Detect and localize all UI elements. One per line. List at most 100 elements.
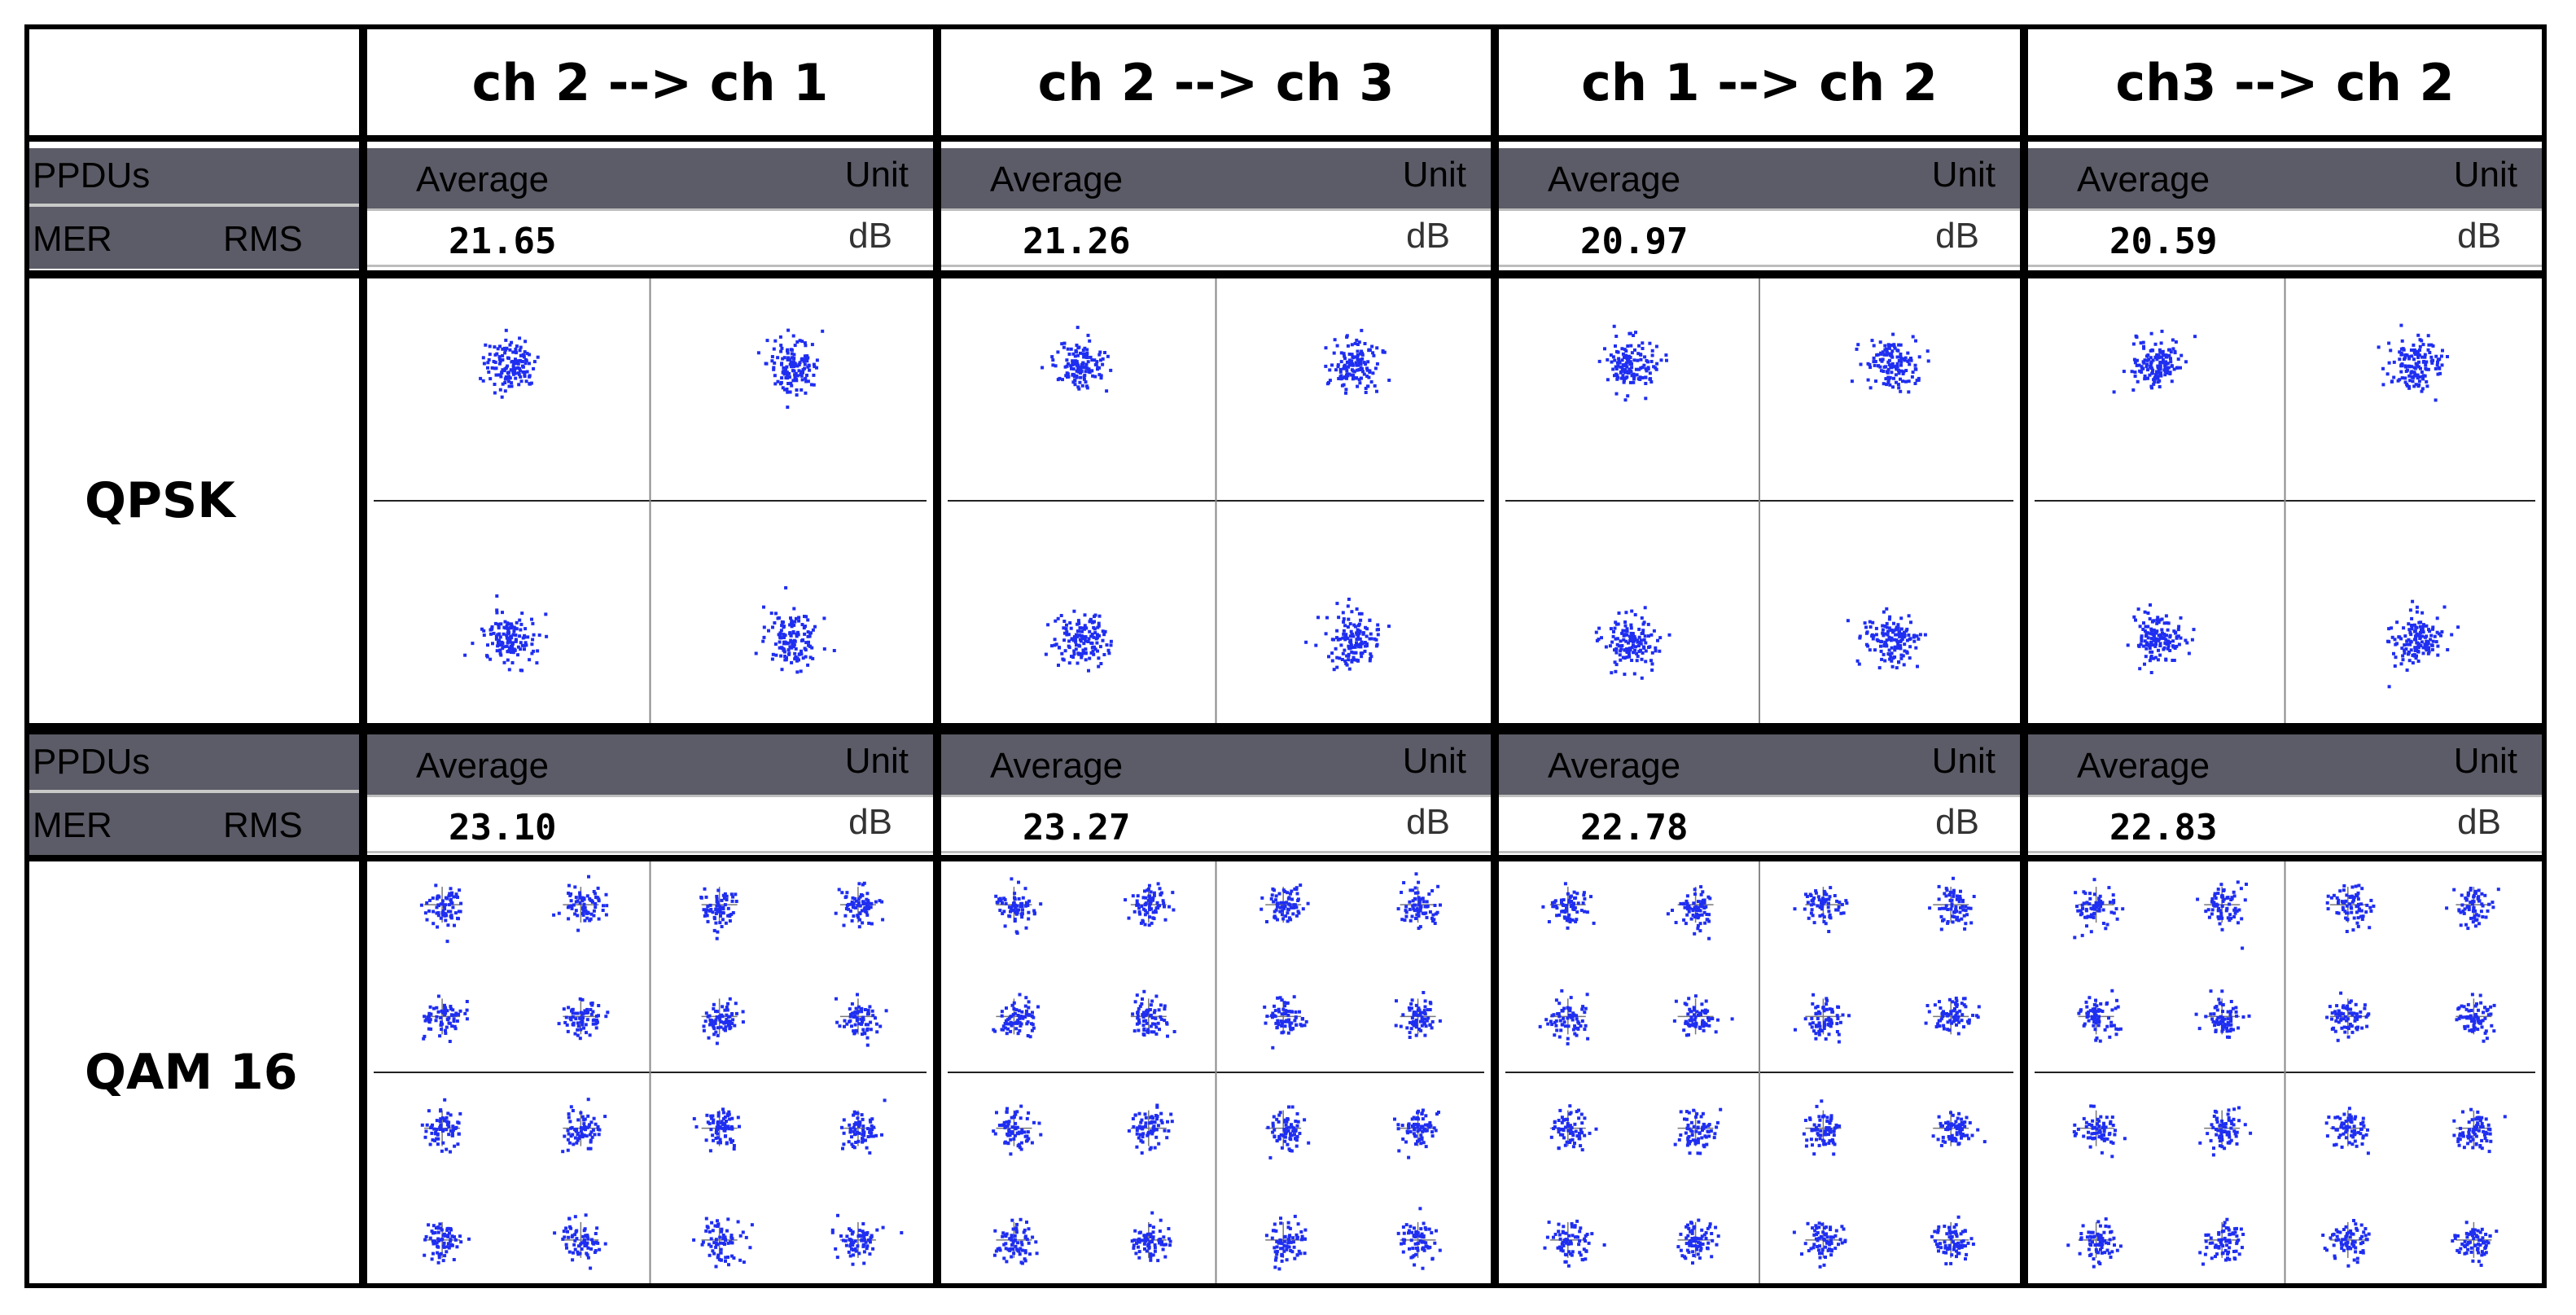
qam16-constellation [2035, 861, 2535, 1283]
mer-value: 22.78 [1580, 807, 1689, 848]
mer-value: 22.83 [2109, 807, 2218, 848]
average-label: Average [1548, 746, 1681, 786]
qpsk-constellation [2035, 278, 2535, 723]
mer-meter: Average Unit 21.65 dB [367, 148, 933, 269]
symbol-cluster [1931, 1110, 1987, 1147]
unit-label: Unit [2453, 155, 2517, 195]
symbol-cluster [1396, 872, 1442, 930]
symbol-cluster [2324, 1107, 2370, 1155]
symbol-cluster [2126, 603, 2196, 674]
symbol-cluster [1304, 598, 1391, 672]
meter-row-labels: PPDUs MER RMS [29, 734, 359, 855]
mer-meter: Average Unit 23.10 dB [367, 734, 933, 855]
row-separator [29, 270, 2542, 278]
symbol-cluster [479, 328, 540, 399]
symbol-cluster [701, 997, 745, 1045]
symbol-cluster [1265, 1105, 1311, 1159]
unit-value: dB [1935, 216, 1979, 256]
mer-meter: Average Unit 20.59 dB [2028, 148, 2542, 269]
mer-value: 23.10 [449, 807, 557, 848]
symbol-cluster [2196, 880, 2248, 950]
symbol-cluster [992, 993, 1040, 1039]
meter-header: Average Unit [1499, 148, 2020, 208]
meter-header: Average Unit [2028, 148, 2542, 208]
ppdus-label: PPDUs [29, 148, 359, 207]
mer-value: 20.59 [2109, 221, 2218, 262]
comparison-table: ch 2 --> ch 1 ch 2 --> ch 3 ch 1 --> ch … [24, 24, 2547, 1288]
column-divider [1491, 29, 1499, 1283]
symbol-cluster [1793, 886, 1849, 933]
symbol-cluster [552, 874, 609, 932]
unit-value: dB [1406, 802, 1450, 842]
symbol-cluster [1850, 332, 1930, 394]
unit-label: Unit [2453, 741, 2517, 781]
meter-values: 21.65 dB [367, 208, 933, 267]
meter-header: Average Unit [367, 734, 933, 795]
symbol-cluster [1040, 326, 1113, 393]
symbol-cluster [1044, 609, 1113, 673]
mer-label: MER [33, 219, 112, 259]
symbol-cluster [1260, 883, 1310, 923]
symbol-cluster [2325, 991, 2371, 1042]
symbol-cluster [2198, 1217, 2245, 1266]
unit-value: dB [848, 802, 892, 842]
meter-header: Average Unit [2028, 734, 2542, 795]
symbol-cluster [834, 881, 885, 929]
symbol-cluster [994, 877, 1043, 935]
symbol-cluster [419, 883, 463, 944]
meter-values: 23.27 dB [941, 795, 1491, 853]
average-label: Average [990, 746, 1124, 786]
unit-value: dB [848, 216, 892, 256]
symbol-cluster [1672, 994, 1734, 1037]
average-label: Average [416, 746, 550, 786]
symbol-cluster [423, 1221, 471, 1265]
mer-value: 21.26 [1023, 221, 1131, 262]
symbol-cluster [992, 1104, 1043, 1156]
average-label: Average [1548, 160, 1681, 199]
average-label: Average [2077, 160, 2210, 199]
symbol-cluster [2066, 1217, 2123, 1269]
row-separator [29, 723, 2542, 734]
symbol-cluster [1393, 1108, 1440, 1159]
symbol-cluster [699, 887, 738, 940]
symbol-cluster [2321, 1219, 2371, 1268]
mer-label: MER [33, 805, 112, 845]
symbol-cluster [2451, 1221, 2499, 1267]
meter-values: 20.97 dB [1499, 208, 2020, 267]
meter-values: 22.78 dB [1499, 795, 2020, 853]
qam16-constellation [1505, 861, 2013, 1283]
symbol-cluster [2377, 323, 2449, 402]
column-divider [359, 29, 367, 1283]
symbol-cluster [1930, 1215, 1975, 1266]
qam16-constellation [374, 861, 927, 1283]
qam16-constellation [948, 861, 1484, 1283]
symbol-cluster [839, 1098, 887, 1155]
symbol-cluster [1666, 885, 1714, 940]
symbol-cluster [1538, 988, 1590, 1045]
meter-header: Average Unit [1499, 734, 2020, 795]
symbol-cluster [2445, 887, 2500, 931]
mer-value: 20.97 [1580, 221, 1689, 262]
symbol-cluster [2194, 989, 2251, 1039]
channel-header: ch 2 --> ch 1 [367, 29, 933, 142]
symbol-cluster [422, 994, 469, 1043]
symbol-cluster [692, 1107, 741, 1153]
symbol-cluster [1673, 1107, 1723, 1155]
qpsk-constellation [948, 278, 1484, 723]
ppdus-label: PPDUs [29, 734, 359, 793]
symbol-cluster [2386, 599, 2460, 689]
meter-values: 21.26 dB [941, 208, 1491, 267]
unit-label: Unit [1931, 741, 1996, 781]
unit-label: Unit [844, 155, 909, 195]
symbol-cluster [420, 1098, 462, 1154]
symbol-cluster [1594, 606, 1671, 680]
unit-label: Unit [1402, 741, 1466, 781]
qpsk-constellation [1505, 278, 2013, 723]
channel-header: ch 2 --> ch 3 [941, 29, 1491, 142]
symbol-cluster [692, 1216, 754, 1269]
symbol-cluster [754, 585, 836, 674]
symbol-cluster [1130, 1211, 1172, 1263]
symbol-cluster [553, 1213, 607, 1270]
symbol-cluster [1394, 991, 1442, 1039]
symbol-cluster [1549, 1104, 1598, 1152]
